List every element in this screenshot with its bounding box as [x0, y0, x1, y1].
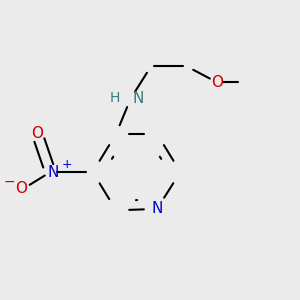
Text: −: − — [4, 175, 15, 189]
Text: O: O — [211, 75, 223, 90]
Text: O: O — [31, 126, 43, 141]
Text: +: + — [61, 158, 72, 171]
Text: H: H — [110, 92, 121, 106]
Text: N: N — [132, 91, 143, 106]
Text: N: N — [151, 201, 163, 216]
Text: O: O — [15, 181, 27, 196]
Text: N: N — [48, 165, 59, 180]
